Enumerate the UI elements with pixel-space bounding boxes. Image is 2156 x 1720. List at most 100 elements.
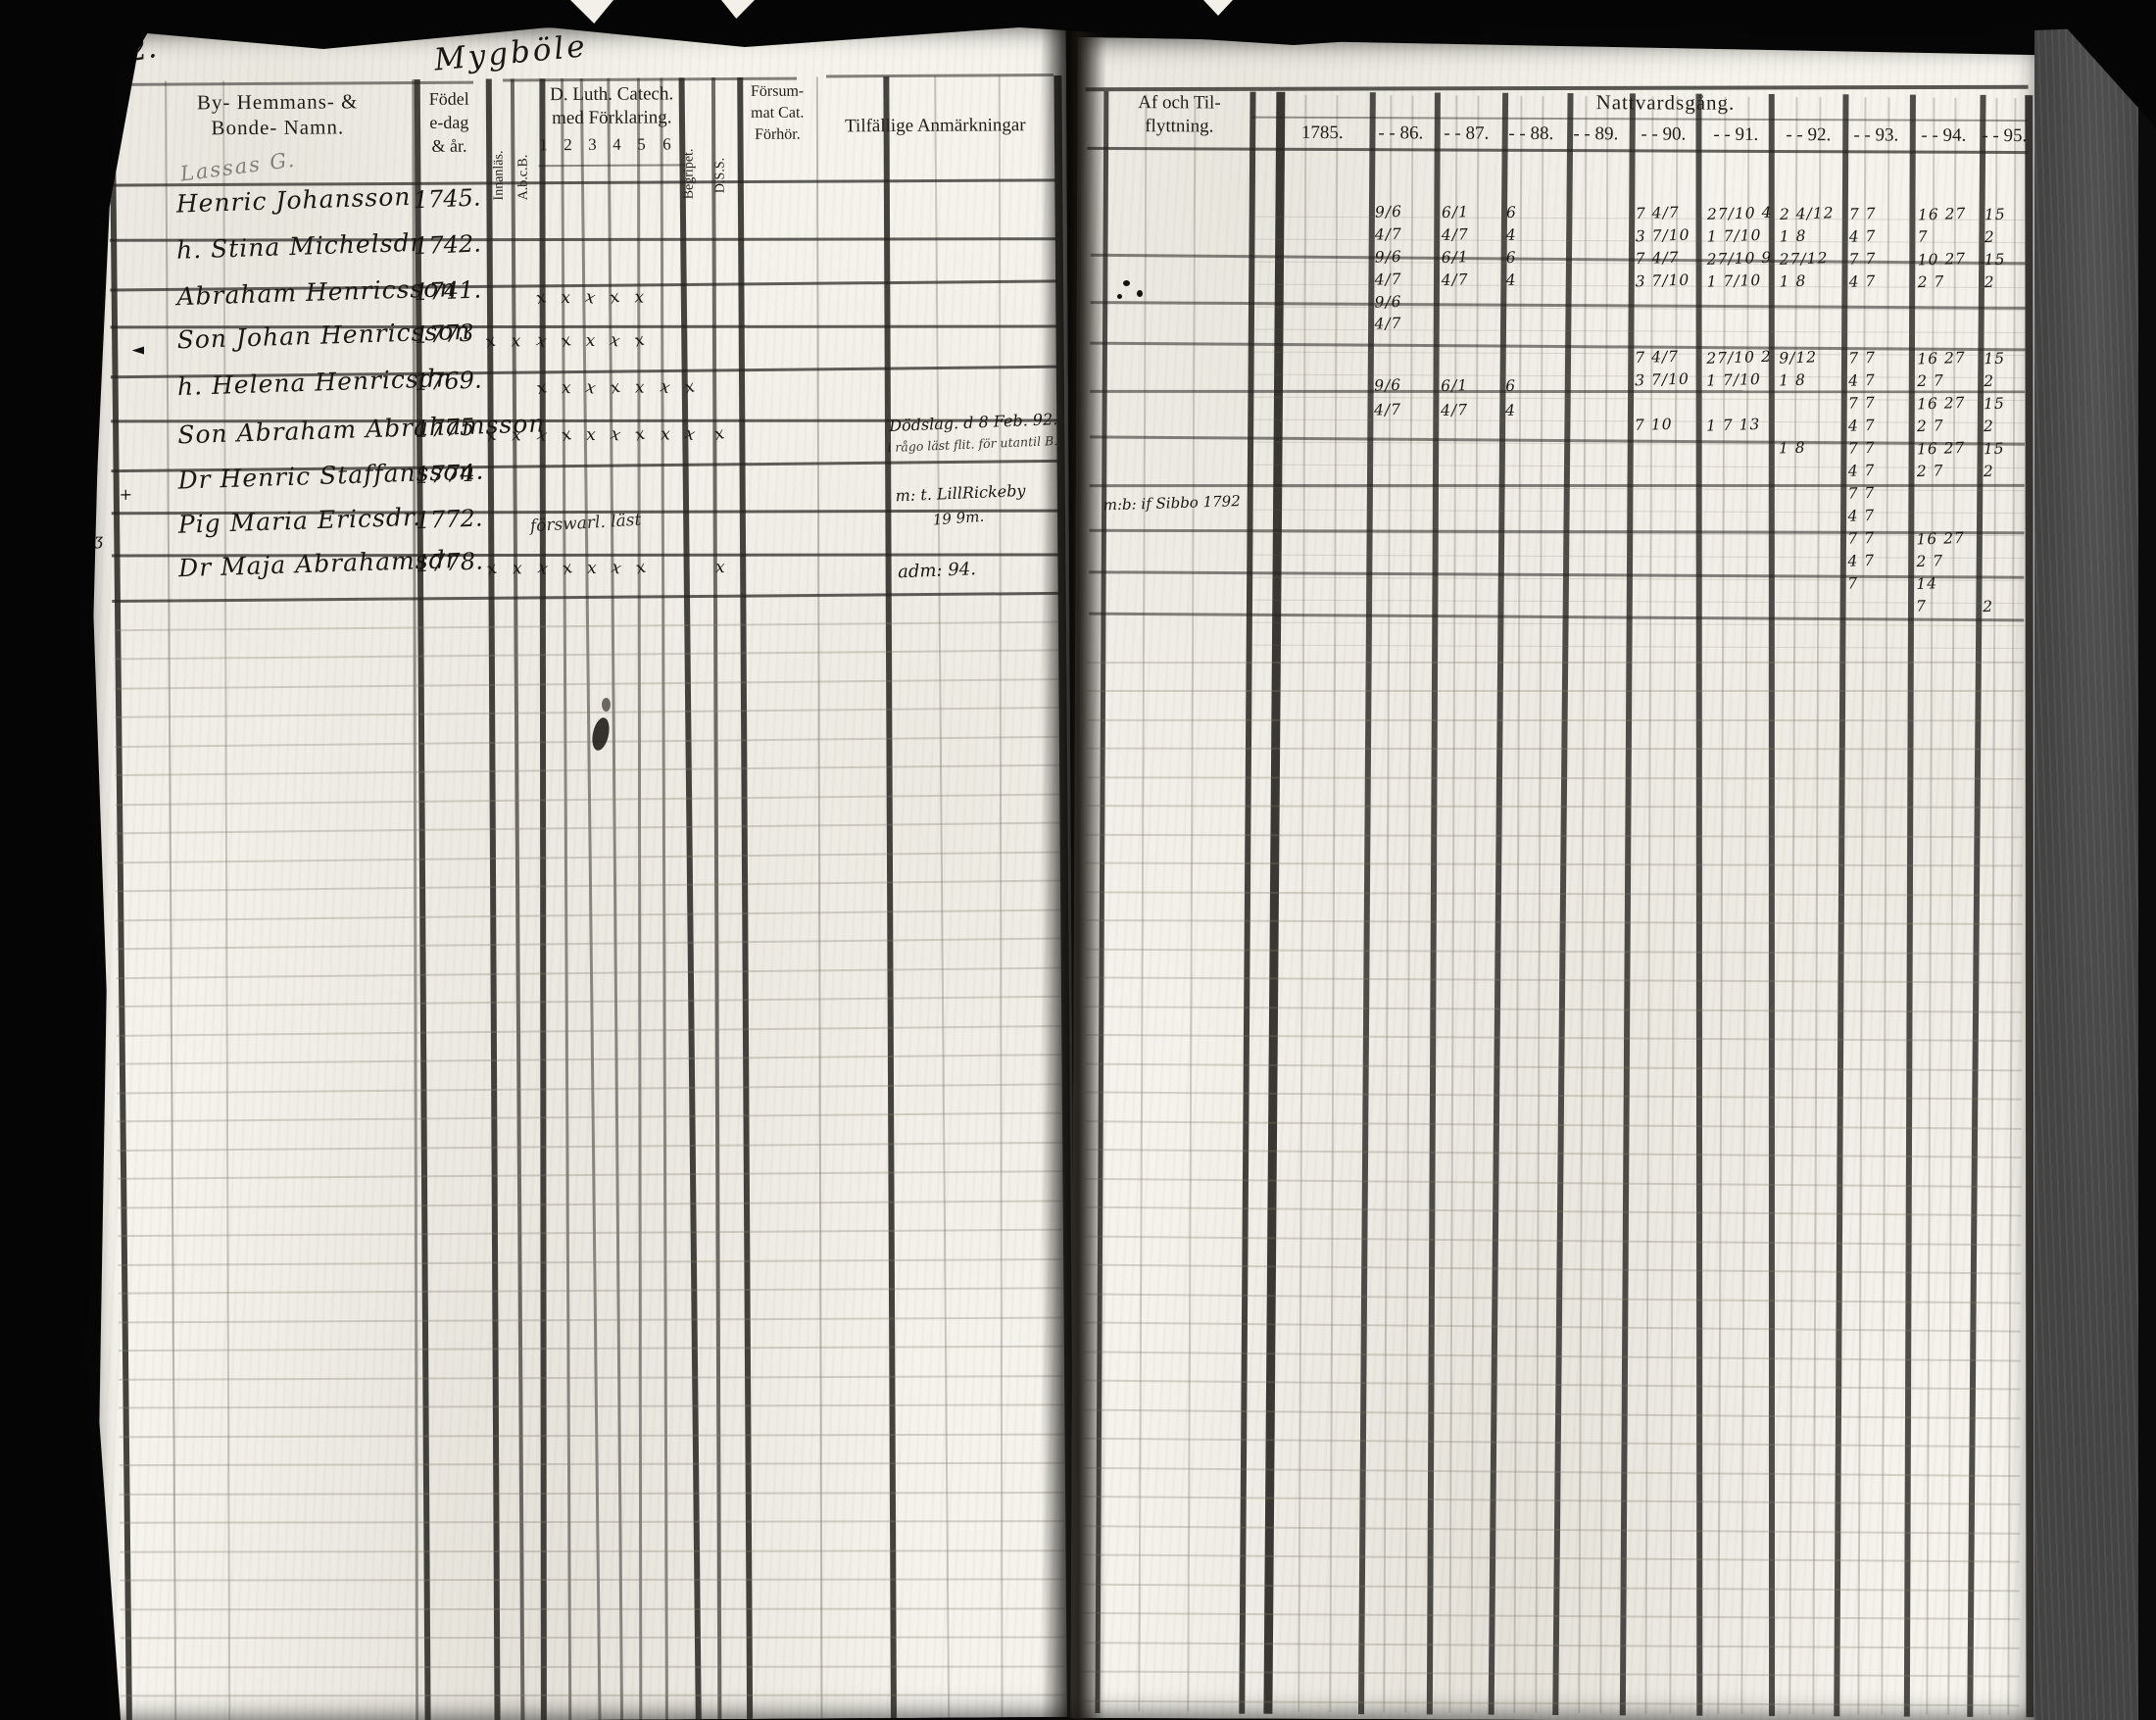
communion-entry: 2 — [1983, 462, 1994, 481]
row-line-faint — [119, 1375, 1063, 1380]
birth-year: 1773 — [414, 319, 475, 350]
row-line-faint — [117, 996, 1061, 1007]
catechism-mark: x — [586, 424, 596, 445]
birth-year: 1775 — [414, 413, 475, 444]
communion-entry: 4 — [1505, 225, 1518, 244]
catechism-mark: x — [561, 378, 571, 399]
catechism-mark: x — [587, 558, 597, 578]
communion-entry: 9/12 — [1779, 348, 1818, 368]
communion-entry: 1 8 — [1778, 370, 1807, 390]
communion-entry: 2 — [1983, 417, 1995, 436]
grid-line-vertical — [1358, 92, 1376, 1714]
communion-entry: 3 7/10 — [1635, 270, 1690, 291]
row-line-faint — [1082, 1670, 2019, 1677]
row-line-faint — [1082, 1699, 2019, 1705]
communion-entry: 1 8 — [1778, 438, 1806, 458]
grid-line-vertical — [934, 76, 950, 1718]
column-header-names-line1: By- Hemmans- & — [196, 89, 359, 115]
row-line — [1090, 390, 2025, 393]
row-line-faint — [1086, 891, 2023, 896]
catechism-mark: x — [484, 558, 500, 580]
communion-entry: 4/7 — [1374, 224, 1403, 244]
row-line-faint — [119, 1403, 1063, 1408]
row-line-faint — [1083, 1525, 2020, 1534]
row-line-faint — [118, 1112, 1062, 1122]
remark-dodslag-line2: i rågo läst flit. för utantil B. — [887, 432, 1058, 456]
row-line-faint — [1083, 1583, 2020, 1591]
row-line-faint — [118, 1141, 1062, 1151]
row-line-faint — [1083, 1612, 2020, 1620]
grid-line-vertical — [1239, 92, 1255, 1714]
communion-entry: 2 7 — [1916, 552, 1944, 571]
communion-entry: 2 — [1984, 272, 1995, 292]
communion-entry: 4 — [1505, 270, 1517, 289]
row-line-faint — [1085, 1149, 2022, 1158]
grid-line-vertical-faint — [1881, 97, 1889, 1714]
row-line-faint — [1083, 1466, 2020, 1476]
communion-entry: 7 — [1847, 574, 1859, 593]
birth-year: 1774 — [414, 459, 476, 490]
row-line-faint — [1084, 1379, 2021, 1390]
communion-entry: 4/7 — [1374, 314, 1402, 333]
row-line-faint — [120, 1520, 1064, 1523]
communion-entry: 4 7 — [1848, 226, 1877, 246]
grid-line-vertical — [711, 77, 721, 1719]
remark-dodslag-line1: Dödslag. d 8 Feb. 92. — [888, 410, 1058, 436]
column-header-afochtil-line1: Af och Til- — [1138, 92, 1221, 114]
catechism-number: 4 — [612, 134, 621, 154]
row-line-faint — [117, 966, 1061, 978]
catechism-number: 3 — [588, 134, 597, 154]
row-line-faint — [119, 1346, 1063, 1351]
person-name: h. Stina Michelsdr — [175, 227, 423, 265]
communion-entry: 6 — [1505, 203, 1518, 221]
communion-entry: 9/6 — [1374, 202, 1403, 221]
row-line-faint — [119, 1433, 1063, 1437]
remark-catechism-note: förswarl. läst — [529, 510, 642, 537]
catechism-mark: x — [661, 424, 670, 445]
communion-entry: 2 7 — [1916, 462, 1944, 481]
grid-line-vertical-faint — [1947, 98, 1956, 1715]
communion-entry: 16 27 — [1916, 528, 1966, 549]
person-name: Henric Johansson — [175, 181, 412, 219]
person-name: Pig Maria Ericsdr. — [177, 502, 422, 539]
catechism-number: 2 — [564, 135, 572, 155]
communion-entry: 9/6 — [1374, 292, 1402, 312]
grid-line-horizontal — [503, 77, 797, 82]
row-line-faint — [1086, 776, 2023, 779]
communion-entry: 7 7 — [1848, 249, 1877, 269]
birth-year: 1741. — [413, 275, 482, 307]
communion-entry: 7 10 — [1634, 415, 1673, 435]
communion-entry: 4/7 — [1373, 400, 1402, 419]
communion-entry: 4 7 — [1847, 506, 1876, 525]
catechism-mark: x — [534, 330, 549, 353]
communion-entry: 1 8 — [1779, 271, 1807, 291]
column-header-forsummat-line1: Försum- — [750, 82, 805, 100]
communion-entry: 2 — [1984, 227, 1996, 247]
grid-line-vertical — [1263, 92, 1285, 1714]
grid-line-vertical — [816, 77, 823, 1719]
row-line-faint — [1085, 1120, 2022, 1129]
birth-year: 1769. — [414, 366, 483, 397]
communion-entry: 15 — [1984, 250, 2006, 270]
row-line-faint — [1083, 1553, 2020, 1562]
communion-entry: 9/6 — [1373, 375, 1402, 395]
row-line-faint — [1084, 1408, 2021, 1418]
grid-line-vertical-faint — [2007, 98, 2016, 1715]
row-line-faint — [121, 1695, 1065, 1696]
communion-entry: 4 7 — [1847, 551, 1876, 570]
communion-entry: 2 — [1982, 597, 1994, 616]
communion-entry: 9/6 — [1374, 247, 1402, 267]
communion-entry: 7 7 — [1847, 528, 1876, 548]
row-line-faint — [1085, 1062, 2022, 1070]
column-header-birth-line1: Födel — [428, 88, 469, 109]
row-line-faint — [1086, 976, 2023, 983]
communion-entry: 4/7 — [1441, 270, 1469, 289]
communion-entry: 7 7 — [1847, 393, 1877, 413]
communion-entry: 16 27 — [1916, 393, 1966, 414]
birth-year: 1742. — [413, 229, 482, 261]
row-line-faint — [117, 1083, 1061, 1094]
row-line-faint — [1084, 1321, 2021, 1332]
communion-entry: 15 — [1983, 439, 2005, 459]
row-line-faint — [1084, 1263, 2021, 1274]
